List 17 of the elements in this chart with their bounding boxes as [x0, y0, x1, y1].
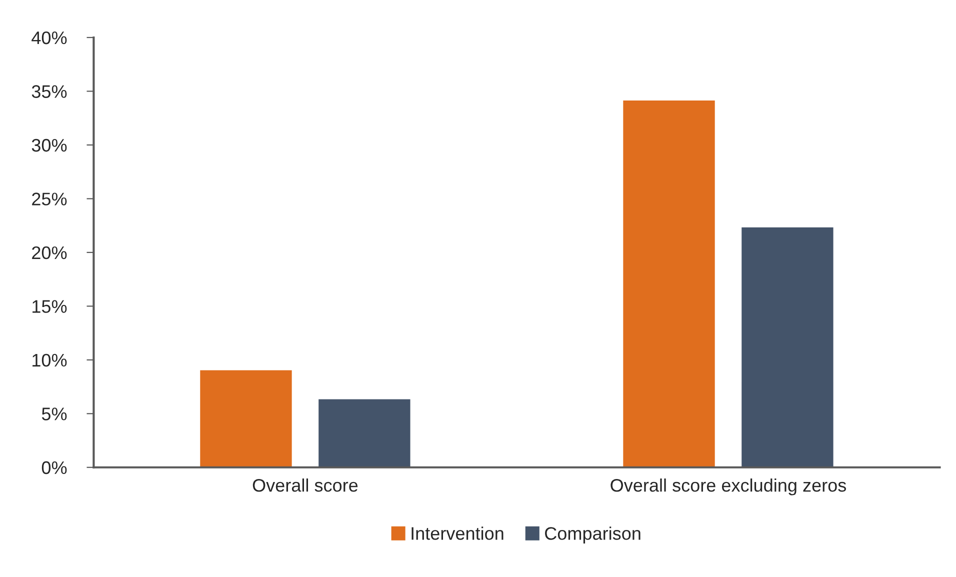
y-tick-label: 40% [32, 31, 67, 44]
bar [198, 368, 294, 468]
legend-label: Intervention [412, 526, 504, 540]
bar [740, 226, 835, 468]
y-tick-label: 25% [32, 192, 67, 206]
legend-label: Comparison [545, 526, 640, 544]
y-tick-label: 30% [32, 138, 67, 152]
y-tick-label: 10% [32, 354, 67, 367]
y-tick-label: 5% [42, 408, 67, 420]
x-tick-label: Overall score excluding zeros [610, 478, 846, 496]
y-tick-label: 15% [32, 300, 67, 313]
bar [317, 398, 412, 468]
bar [622, 99, 716, 468]
y-tick-label: 35% [32, 85, 67, 98]
x-tick-label: Overall score [252, 478, 358, 492]
y-tick-label: 20% [32, 246, 67, 260]
y-tick-label: 0% [42, 461, 67, 474]
